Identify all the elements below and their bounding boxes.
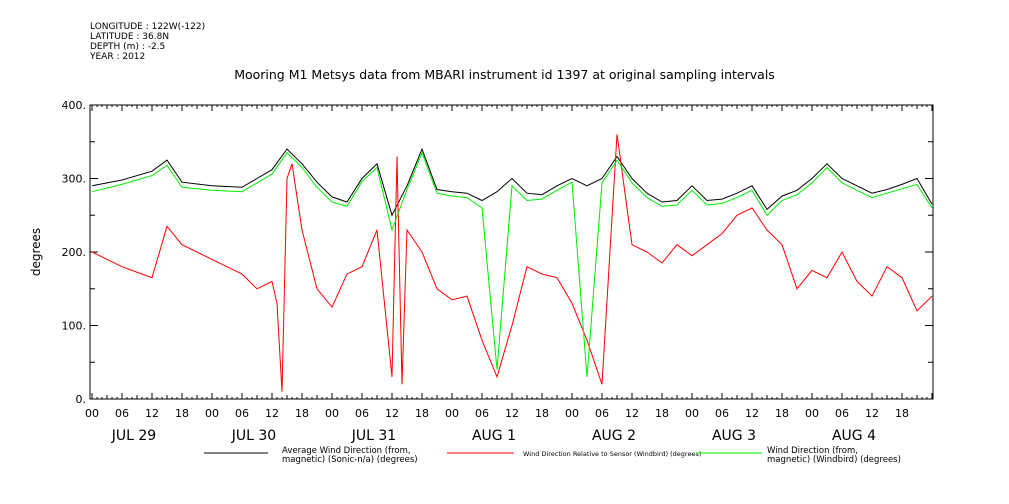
series-group — [91, 134, 933, 392]
legend: Average Wind Direction (from,magnetic) (… — [204, 446, 901, 465]
x-hour-label: 06 — [715, 407, 729, 420]
x-hour-label: 12 — [505, 407, 519, 420]
x-hour-label: 00 — [445, 407, 459, 420]
x-hour-label: 06 — [595, 407, 609, 420]
x-hour-label: 00 — [685, 407, 699, 420]
year-label: YEAR : 2012 — [90, 52, 146, 62]
x-hour-label: 18 — [415, 407, 429, 420]
legend-label-1: Wind Direction Relative to Sensor (Windb… — [523, 450, 701, 458]
plot-frame — [89, 104, 934, 400]
legend-label-0: magnetic) (Sonic-n/a) (degrees) — [282, 455, 418, 465]
x-hour-label: 06 — [235, 407, 249, 420]
chart-title: Mooring M1 Metsys data from MBARI instru… — [234, 67, 775, 82]
x-hour-label: 00 — [805, 407, 819, 420]
y-axis-label: degrees — [29, 228, 43, 276]
station-info: LONGITUDE : 122W(-122) LATITUDE : 36.8N … — [90, 22, 205, 62]
x-ticks: 00 06 12 18 00 06 12 18 00 06 12 18 00 06 12 18 00 06 12 18… — [85, 105, 933, 444]
x-day-label: JUL 31 — [351, 428, 396, 444]
series-line-2 — [91, 151, 933, 377]
y-tick-label: 200. — [62, 246, 87, 259]
x-hour-label: 18 — [655, 407, 669, 420]
legend-label-2: Wind Direction (from, — [767, 446, 858, 456]
x-hour-label: 06 — [835, 407, 849, 420]
x-day-label: JUL 30 — [231, 428, 276, 444]
series-line-1 — [91, 134, 933, 392]
x-hour-label: 12 — [145, 407, 159, 420]
x-day-label: AUG 4 — [832, 428, 876, 444]
latitude-label: LATITUDE : 36.8N — [90, 32, 170, 42]
x-hour-label: 18 — [895, 407, 909, 420]
y-ticks: 0. 100. 200. 300. 400. — [62, 99, 933, 406]
x-hour-label: 06 — [115, 407, 129, 420]
x-hour-label: 12 — [865, 407, 879, 420]
x-hour-label: 18 — [295, 407, 309, 420]
y-tick-label: 400. — [62, 99, 87, 112]
longitude-label: LONGITUDE : 122W(-122) — [90, 22, 206, 32]
x-hour-label: 06 — [355, 407, 369, 420]
x-day-label: JUL 29 — [111, 428, 156, 444]
series-line-0 — [91, 147, 933, 217]
x-hour-label: 18 — [775, 407, 789, 420]
x-hour-label: 00 — [565, 407, 579, 420]
x-day-label: AUG 2 — [592, 428, 636, 444]
x-hour-label: 18 — [535, 407, 549, 420]
legend-label-0: Average Wind Direction (from, — [282, 446, 411, 456]
x-hour-label: 18 — [175, 407, 189, 420]
x-hour-label: 12 — [265, 407, 279, 420]
y-tick-label: 0. — [76, 393, 87, 406]
x-hour-label: 06 — [475, 407, 489, 420]
depth-label: DEPTH (m) : -2.5 — [90, 42, 166, 52]
x-day-label: AUG 3 — [712, 428, 756, 444]
y-tick-label: 100. — [62, 320, 87, 333]
x-day-label: AUG 1 — [472, 428, 516, 444]
x-hour-label: 12 — [745, 407, 759, 420]
x-hour-label: 00 — [325, 407, 339, 420]
x-hour-label: 00 — [85, 407, 99, 420]
x-hour-label: 12 — [385, 407, 399, 420]
legend-label-2: magnetic) (Windbird) (degrees) — [767, 455, 901, 465]
x-hour-label: 12 — [625, 407, 639, 420]
y-tick-label: 300. — [62, 173, 87, 186]
x-hour-label: 00 — [205, 407, 219, 420]
